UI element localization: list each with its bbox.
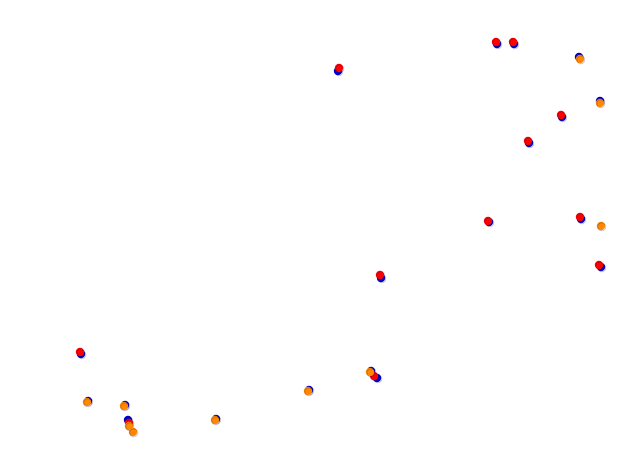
data-points bbox=[75, 37, 607, 438]
point-2-0 bbox=[82, 397, 92, 407]
point-2-6 bbox=[365, 367, 375, 377]
point-edge-1-3 bbox=[376, 271, 386, 281]
point-2-5 bbox=[303, 386, 313, 396]
point-edge-1-6 bbox=[576, 213, 586, 223]
point-edge-2-8 bbox=[596, 99, 606, 109]
point-edge-2-0 bbox=[83, 398, 93, 408]
point-edge-2-5 bbox=[304, 387, 314, 397]
point-edge-1-10 bbox=[492, 38, 502, 48]
point-edge-2-4 bbox=[211, 416, 221, 426]
point-edge-1-8 bbox=[557, 111, 567, 121]
point-2-3 bbox=[128, 427, 138, 437]
point-2-4 bbox=[210, 415, 220, 425]
point-1-9 bbox=[334, 63, 344, 73]
point-2-8 bbox=[595, 98, 605, 108]
point-edge-1-2 bbox=[370, 372, 380, 382]
point-1-0 bbox=[75, 347, 85, 357]
point-edge-1-9 bbox=[335, 64, 345, 74]
point-edge-1-11 bbox=[509, 38, 519, 48]
point-1-4 bbox=[594, 260, 604, 270]
point-1-5 bbox=[483, 216, 493, 226]
series-2 bbox=[82, 54, 607, 438]
point-2-9 bbox=[575, 54, 585, 64]
point-1-3 bbox=[375, 270, 385, 280]
point-edge-2-3 bbox=[129, 428, 139, 438]
point-2-1 bbox=[119, 401, 129, 411]
point-1-6 bbox=[575, 212, 585, 222]
point-edge-2-1 bbox=[120, 402, 130, 412]
point-1-11 bbox=[508, 37, 518, 47]
point-edge-1-4 bbox=[595, 261, 605, 271]
point-1-10 bbox=[491, 37, 501, 47]
point-edge-1-0 bbox=[76, 348, 86, 358]
point-edge-2-6 bbox=[366, 368, 376, 378]
point-edge-1-5 bbox=[484, 217, 494, 227]
point-2-2 bbox=[124, 421, 134, 431]
point-1-7 bbox=[523, 136, 533, 146]
point-1-8 bbox=[556, 110, 566, 120]
point-edge-1-7 bbox=[524, 137, 534, 147]
point-2-7 bbox=[596, 221, 606, 231]
point-edge-2-9 bbox=[576, 55, 586, 65]
point-edge-2-7 bbox=[597, 222, 607, 232]
